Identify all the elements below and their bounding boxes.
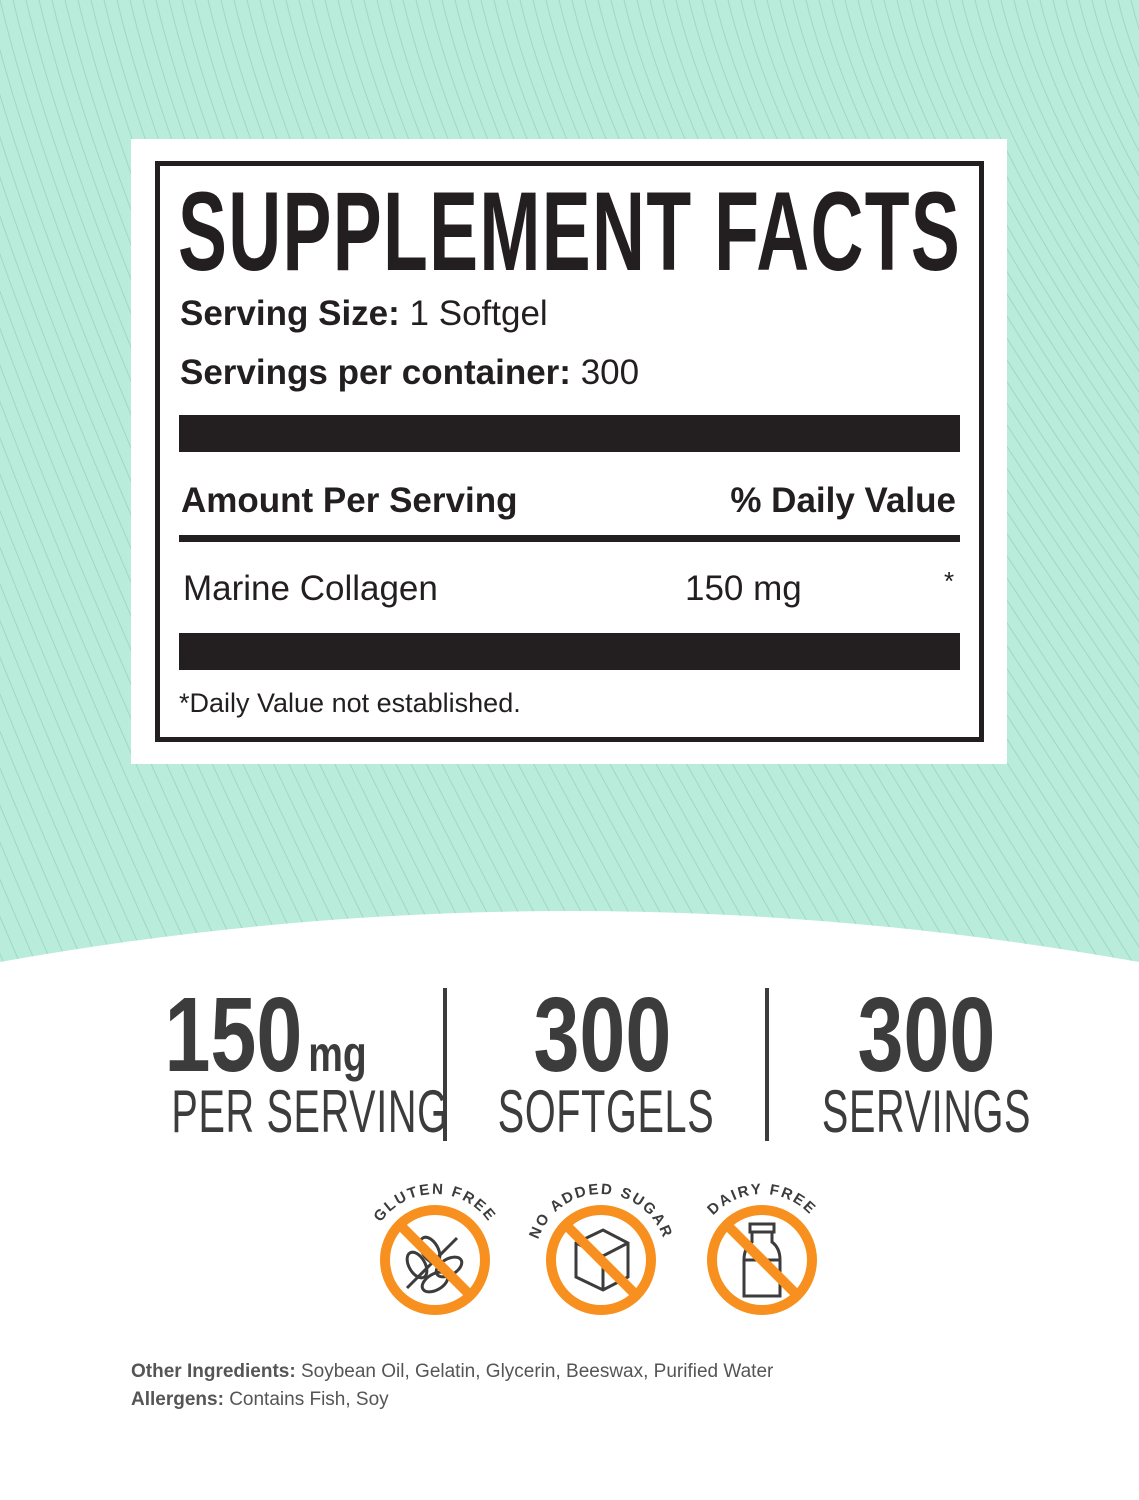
pattern-line [0,436,245,1001]
thick-divider [179,415,960,452]
allergens: Allergens: Contains Fish, Soy [131,1389,389,1411]
stat-softgels: 300 SOFTGELS [442,982,762,1142]
ingredients-value: Soybean Oil, Gelatin, Glycerin, Beeswax,… [300,1361,774,1382]
badge-text: GLUTEN FREE [370,1181,499,1225]
servings-per-container: Servings per container: 300 [180,355,639,390]
ingredient-dv: * [944,566,955,596]
servings-value: 300 [580,353,640,392]
pattern-line [0,363,277,1001]
amount-header: Amount Per Serving [181,481,518,520]
serving-size: Serving Size: 1 Softgel [180,296,548,331]
pattern-line [0,619,165,1001]
badge-no-added-sugar: NO ADDED SUGAR [526,1181,674,1315]
pattern-line [831,0,1139,559]
pattern-line [844,0,1139,538]
other-ingredients: Other Ingredients: Soybean Oil, Gelatin,… [131,1361,773,1383]
footnote: *Daily Value not established. [179,688,521,718]
pattern-line [1039,0,1139,224]
pattern-line [987,0,1139,310]
pattern-line [0,473,229,1001]
ingredients-label: Other Ingredients: [131,1361,296,1382]
pattern-line [0,656,149,1001]
stat-value: 300 [857,976,995,1094]
pattern-line [0,692,133,1001]
pattern-line [0,729,117,1001]
stat-label: PER SERVING [171,1078,449,1145]
stat-divider [443,988,447,1141]
facts-title: SUPPLEMENT FACTS [178,169,962,294]
pattern-line [1026,0,1139,246]
stat-per-serving: 150 mg PER SERVING [100,976,448,1142]
pattern-line [1013,0,1139,268]
servings-label: Servings per container: [180,353,571,392]
badges: GLUTEN FREE NO ADDED SUGAR DAIRY FREE [370,1181,818,1315]
pattern-line [0,93,389,1001]
badge-gluten-free: GLUTEN FREE [370,1181,499,1315]
serving-size-value: 1 Softgel [409,294,548,333]
pattern-line [948,0,1139,373]
pattern-line [896,0,1139,455]
stat-label: SOFTGELS [497,1078,715,1145]
pattern-line [0,176,357,1001]
pattern-line [0,327,293,1001]
allergens-value: Contains Fish, Soy [229,1389,389,1410]
pattern-line [1078,0,1139,153]
dv-header: % Daily Value [730,481,956,520]
pattern-line [805,0,1139,601]
stat-divider [765,988,769,1141]
badge-dairy-free: DAIRY FREE [704,1181,818,1315]
stat-label: SERVINGS [821,1078,1031,1145]
thick-divider [179,633,960,670]
pattern-line [909,0,1139,435]
pattern-line [818,0,1139,580]
pattern-line [0,400,261,1001]
stat-servings: 300 SERVINGS [766,982,1086,1142]
facts-border [155,161,984,742]
pattern-line [1065,0,1139,177]
pattern-line [974,0,1139,331]
ingredient-name: Marine Collagen [183,569,438,608]
stat-value: 150 [164,976,303,1094]
pattern-line [1091,0,1139,127]
pattern-line [0,804,85,1001]
pattern-line [1052,0,1139,201]
pattern-line [0,214,341,1001]
pattern-line [883,0,1139,476]
pattern-line [1000,0,1139,289]
pattern-line [0,290,309,1001]
medium-divider [179,535,960,542]
serving-size-label: Serving Size: [180,294,400,333]
pattern-line [0,253,325,1001]
pattern-line [961,0,1139,352]
pattern-line [0,582,181,1001]
pattern-line [935,0,1139,393]
pattern-line [857,0,1139,517]
pattern-line [0,509,213,1001]
ingredient-amount: 150 mg [685,569,802,608]
pattern-line [792,0,1139,623]
pattern-line [922,0,1139,414]
pattern-line [0,135,373,1001]
stat-value: 300 [533,976,671,1094]
allergens-label: Allergens: [131,1389,224,1410]
pattern-line [0,766,101,1001]
pattern-line [870,0,1139,496]
pattern-line [0,546,197,1001]
stat-unit: mg [308,1026,367,1082]
